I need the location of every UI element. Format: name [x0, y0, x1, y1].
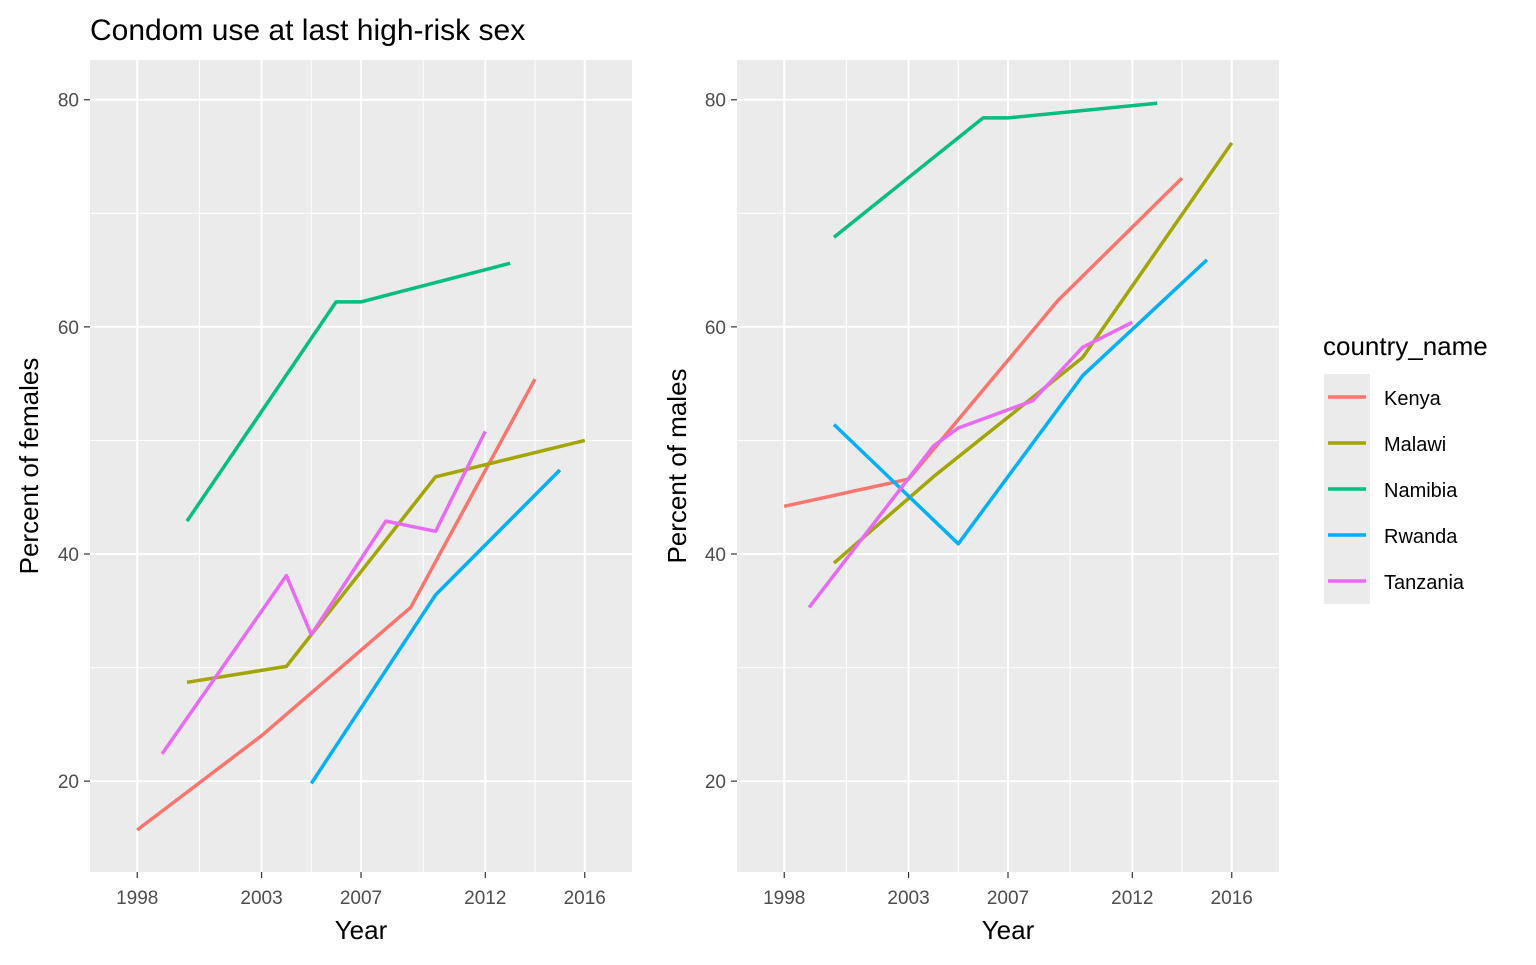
series-line-tanzania — [160, 430, 487, 755]
y-tick-label: 80 — [58, 91, 79, 112]
x-tick-label: 2007 — [340, 888, 382, 909]
legend-label: Tanzania — [1384, 572, 1465, 594]
legend-item-malawi: Malawi — [1324, 420, 1446, 466]
legend-item-rwanda: Rwanda — [1324, 512, 1458, 558]
y-tick-label: 40 — [705, 545, 726, 566]
y-tick-label: 20 — [58, 772, 79, 793]
y-tick-label: 60 — [705, 318, 726, 339]
legend-label: Kenya — [1384, 388, 1442, 410]
series-line-malawi — [832, 141, 1234, 565]
legend: country_name Kenya Malawi Namibia Rwanda Tan… — [1323, 331, 1488, 604]
legend-item-kenya: Kenya — [1324, 374, 1442, 420]
y-axis-title: Percent of males — [662, 368, 692, 563]
x-axis-title: Year — [982, 915, 1035, 945]
panel-1: 1998 2003 2007 2012 2016 20 40 60 80 Year Percent … — [14, 60, 632, 945]
legend-label: Namibia — [1384, 480, 1458, 502]
x-tick-label: 2016 — [564, 888, 606, 909]
series-line-kenya — [783, 176, 1184, 509]
series-line-namibia — [185, 261, 511, 523]
x-axis-title: Year — [335, 915, 388, 945]
plot-title: Condom use at last high-risk sex — [90, 14, 525, 47]
y-axis-title: Percent of females — [14, 358, 44, 575]
x-tick-label: 1998 — [763, 888, 805, 909]
series-line-rwanda — [832, 258, 1209, 546]
y-tick-label: 40 — [58, 545, 79, 566]
series-line-tanzania — [807, 320, 1134, 609]
x-tick-label: 2016 — [1211, 888, 1253, 909]
legend-title: country_name — [1323, 331, 1488, 361]
y-tick-label: 20 — [705, 772, 726, 793]
series-line-namibia — [832, 101, 1158, 239]
series-line-rwanda — [309, 468, 562, 785]
legend-item-namibia: Namibia — [1324, 466, 1458, 512]
x-tick-label: 1998 — [116, 888, 158, 909]
y-tick-label: 60 — [58, 318, 79, 339]
panel-2: 1998 2003 2007 2012 2016 20 40 60 80 Year Percent … — [662, 60, 1279, 945]
series-line-malawi — [186, 438, 586, 685]
x-tick-label: 2007 — [987, 888, 1029, 909]
x-tick-label: 2003 — [887, 888, 929, 909]
x-tick-label: 2003 — [240, 888, 282, 909]
y-tick-label: 80 — [705, 91, 726, 112]
legend-label: Malawi — [1384, 434, 1446, 456]
series-line-kenya — [136, 378, 537, 832]
legend-item-tanzania: Tanzania — [1324, 558, 1465, 604]
legend-label: Rwanda — [1384, 526, 1458, 548]
x-tick-label: 2012 — [464, 888, 506, 909]
x-tick-label: 2012 — [1111, 888, 1153, 909]
